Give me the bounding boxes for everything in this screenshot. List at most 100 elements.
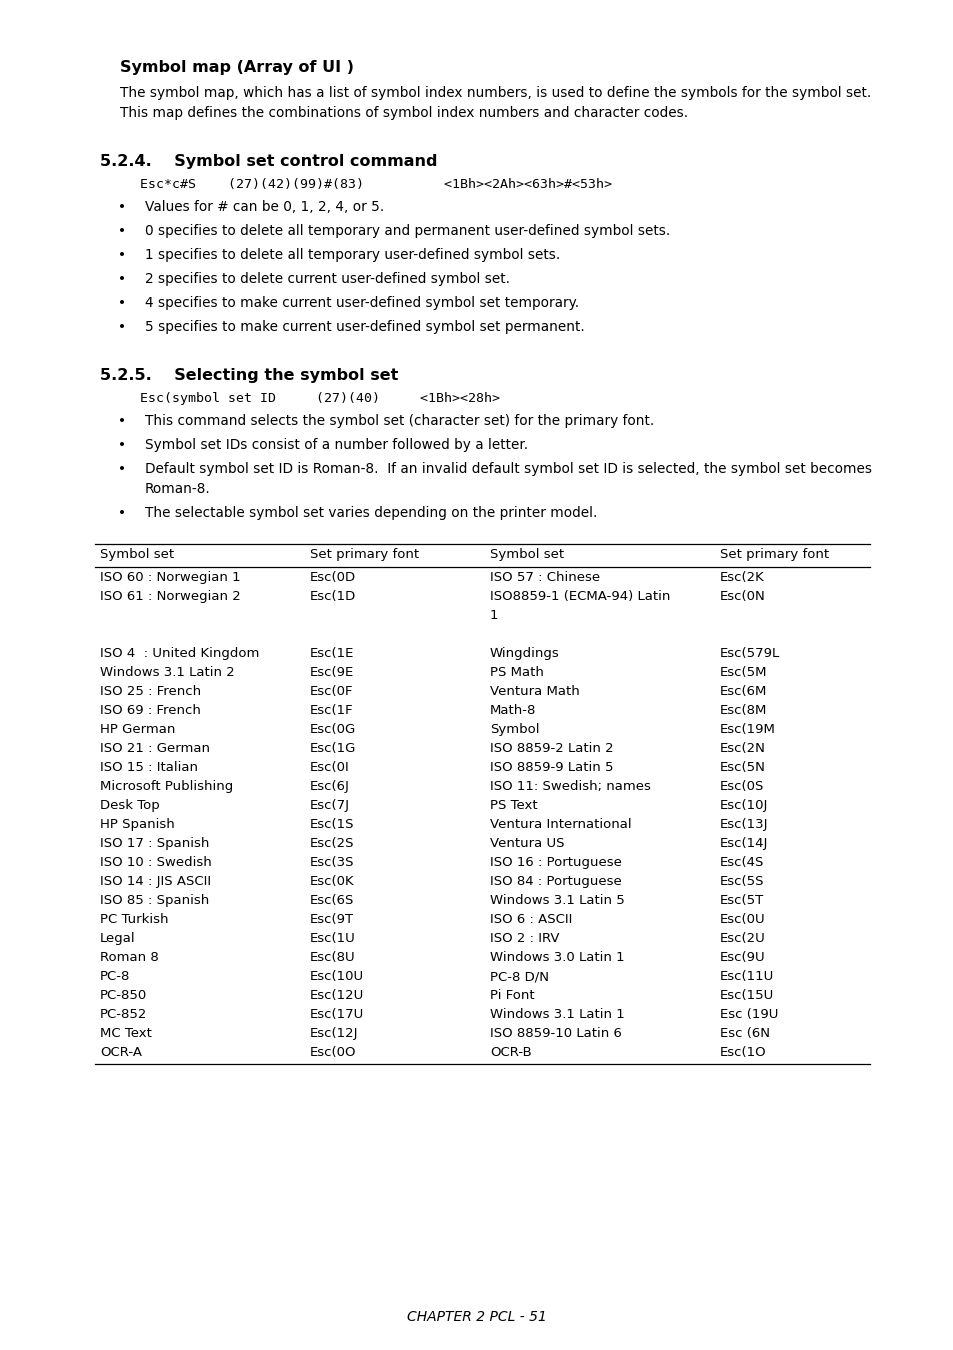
Text: Math-8: Math-8	[490, 703, 536, 717]
Text: ISO 15 : Italian: ISO 15 : Italian	[100, 761, 198, 774]
Text: MC Text: MC Text	[100, 1027, 152, 1040]
Text: •: •	[118, 462, 126, 477]
Text: ISO 57 : Chinese: ISO 57 : Chinese	[490, 571, 599, 585]
Text: Esc(1S: Esc(1S	[310, 818, 355, 832]
Text: Esc(symbol set ID     (27)(40)     <1Bh><28h>: Esc(symbol set ID (27)(40) <1Bh><28h>	[140, 392, 499, 405]
Text: ISO 17 : Spanish: ISO 17 : Spanish	[100, 837, 209, 850]
Text: Esc(9T: Esc(9T	[310, 913, 354, 926]
Text: 5.2.4.    Symbol set control command: 5.2.4. Symbol set control command	[100, 154, 437, 169]
Text: OCR-A: OCR-A	[100, 1046, 142, 1058]
Text: Esc(0K: Esc(0K	[310, 875, 355, 888]
Text: Esc(4S: Esc(4S	[720, 856, 763, 869]
Text: Default symbol set ID is Roman-8.  If an invalid default symbol set ID is select: Default symbol set ID is Roman-8. If an …	[145, 462, 871, 477]
Text: •: •	[118, 248, 126, 262]
Text: 0 specifies to delete all temporary and permanent user-defined symbol sets.: 0 specifies to delete all temporary and …	[145, 224, 670, 238]
Text: Esc(0D: Esc(0D	[310, 571, 355, 585]
Text: Esc*c#S    (27)(42)(99)#(83)          <1Bh><2Ah><63h>#<53h>: Esc*c#S (27)(42)(99)#(83) <1Bh><2Ah><63h…	[140, 178, 612, 190]
Text: HP German: HP German	[100, 724, 175, 736]
Text: Esc(17U: Esc(17U	[310, 1008, 364, 1021]
Text: Microsoft Publishing: Microsoft Publishing	[100, 780, 233, 792]
Text: ISO 8859-10 Latin 6: ISO 8859-10 Latin 6	[490, 1027, 621, 1040]
Text: ISO 4  : United Kingdom: ISO 4 : United Kingdom	[100, 647, 259, 660]
Text: Windows 3.1 Latin 1: Windows 3.1 Latin 1	[490, 1008, 624, 1021]
Text: Esc(0F: Esc(0F	[310, 684, 354, 698]
Text: Esc(19M: Esc(19M	[720, 724, 775, 736]
Text: Esc(10U: Esc(10U	[310, 971, 364, 983]
Text: ISO 6 : ASCII: ISO 6 : ASCII	[490, 913, 572, 926]
Text: PC-8: PC-8	[100, 971, 131, 983]
Text: Esc(5N: Esc(5N	[720, 761, 765, 774]
Text: Desk Top: Desk Top	[100, 799, 159, 811]
Text: Esc(0S: Esc(0S	[720, 780, 763, 792]
Text: Esc(1F: Esc(1F	[310, 703, 354, 717]
Text: CHAPTER 2 PCL - 51: CHAPTER 2 PCL - 51	[407, 1310, 546, 1324]
Text: PS Text: PS Text	[490, 799, 537, 811]
Text: Esc(10J: Esc(10J	[720, 799, 767, 811]
Text: The selectable symbol set varies depending on the printer model.: The selectable symbol set varies dependi…	[145, 506, 597, 520]
Text: PC Turkish: PC Turkish	[100, 913, 169, 926]
Text: Symbol set: Symbol set	[490, 548, 563, 562]
Text: ISO 10 : Swedish: ISO 10 : Swedish	[100, 856, 212, 869]
Text: Ventura US: Ventura US	[490, 837, 564, 850]
Text: •: •	[118, 224, 126, 238]
Text: Esc(2N: Esc(2N	[720, 743, 765, 755]
Text: Esc(0O: Esc(0O	[310, 1046, 356, 1058]
Text: Esc(0I: Esc(0I	[310, 761, 350, 774]
Text: Esc(5T: Esc(5T	[720, 894, 763, 907]
Text: Esc(9E: Esc(9E	[310, 666, 354, 679]
Text: Pi Font: Pi Font	[490, 990, 534, 1002]
Text: 1 specifies to delete all temporary user-defined symbol sets.: 1 specifies to delete all temporary user…	[145, 248, 559, 262]
Text: Esc(0N: Esc(0N	[720, 590, 765, 603]
Text: ISO 16 : Portuguese: ISO 16 : Portuguese	[490, 856, 621, 869]
Text: Values for # can be 0, 1, 2, 4, or 5.: Values for # can be 0, 1, 2, 4, or 5.	[145, 200, 384, 215]
Text: ISO 84 : Portuguese: ISO 84 : Portuguese	[490, 875, 621, 888]
Text: Windows 3.0 Latin 1: Windows 3.0 Latin 1	[490, 950, 624, 964]
Text: ISO 8859-9 Latin 5: ISO 8859-9 Latin 5	[490, 761, 613, 774]
Text: •: •	[118, 296, 126, 310]
Text: Esc(14J: Esc(14J	[720, 837, 767, 850]
Text: Roman 8: Roman 8	[100, 950, 158, 964]
Text: Roman-8.: Roman-8.	[145, 482, 211, 495]
Text: ISO 11: Swedish; names: ISO 11: Swedish; names	[490, 780, 650, 792]
Text: Esc(12U: Esc(12U	[310, 990, 364, 1002]
Text: Esc(2U: Esc(2U	[720, 931, 765, 945]
Text: Symbol set IDs consist of a number followed by a letter.: Symbol set IDs consist of a number follo…	[145, 437, 528, 452]
Text: •: •	[118, 320, 126, 333]
Text: •: •	[118, 271, 126, 286]
Text: This command selects the symbol set (character set) for the primary font.: This command selects the symbol set (cha…	[145, 414, 654, 428]
Text: PC-850: PC-850	[100, 990, 147, 1002]
Text: Esc(11U: Esc(11U	[720, 971, 774, 983]
Text: 4 specifies to make current user-defined symbol set temporary.: 4 specifies to make current user-defined…	[145, 296, 578, 310]
Text: Esc(5M: Esc(5M	[720, 666, 767, 679]
Text: •: •	[118, 414, 126, 428]
Text: Esc(12J: Esc(12J	[310, 1027, 358, 1040]
Text: Esc(1D: Esc(1D	[310, 590, 355, 603]
Text: Esc(2K: Esc(2K	[720, 571, 764, 585]
Text: ISO 14 : JIS ASCII: ISO 14 : JIS ASCII	[100, 875, 211, 888]
Text: ISO 25 : French: ISO 25 : French	[100, 684, 201, 698]
Text: Esc (6N: Esc (6N	[720, 1027, 769, 1040]
Text: OCR-B: OCR-B	[490, 1046, 531, 1058]
Text: HP Spanish: HP Spanish	[100, 818, 174, 832]
Text: PC-8 D/N: PC-8 D/N	[490, 971, 548, 983]
Text: Esc(1E: Esc(1E	[310, 647, 354, 660]
Text: PC-852: PC-852	[100, 1008, 147, 1021]
Text: 5 specifies to make current user-defined symbol set permanent.: 5 specifies to make current user-defined…	[145, 320, 584, 333]
Text: ISO 60 : Norwegian 1: ISO 60 : Norwegian 1	[100, 571, 240, 585]
Text: Esc(6S: Esc(6S	[310, 894, 354, 907]
Text: ISO 8859-2 Latin 2: ISO 8859-2 Latin 2	[490, 743, 613, 755]
Text: •: •	[118, 200, 126, 215]
Text: Esc(13J: Esc(13J	[720, 818, 768, 832]
Text: This map defines the combinations of symbol index numbers and character codes.: This map defines the combinations of sym…	[120, 107, 687, 120]
Text: •: •	[118, 437, 126, 452]
Text: Windows 3.1 Latin 2: Windows 3.1 Latin 2	[100, 666, 234, 679]
Text: 1: 1	[490, 609, 498, 622]
Text: Esc(6M: Esc(6M	[720, 684, 766, 698]
Text: Symbol map (Array of UI ): Symbol map (Array of UI )	[120, 59, 354, 76]
Text: Set primary font: Set primary font	[310, 548, 418, 562]
Text: Esc(0U: Esc(0U	[720, 913, 765, 926]
Text: Esc(9U: Esc(9U	[720, 950, 765, 964]
Text: ISO8859-1 (ECMA-94) Latin: ISO8859-1 (ECMA-94) Latin	[490, 590, 670, 603]
Text: Esc(579L: Esc(579L	[720, 647, 780, 660]
Text: Symbol set: Symbol set	[100, 548, 174, 562]
